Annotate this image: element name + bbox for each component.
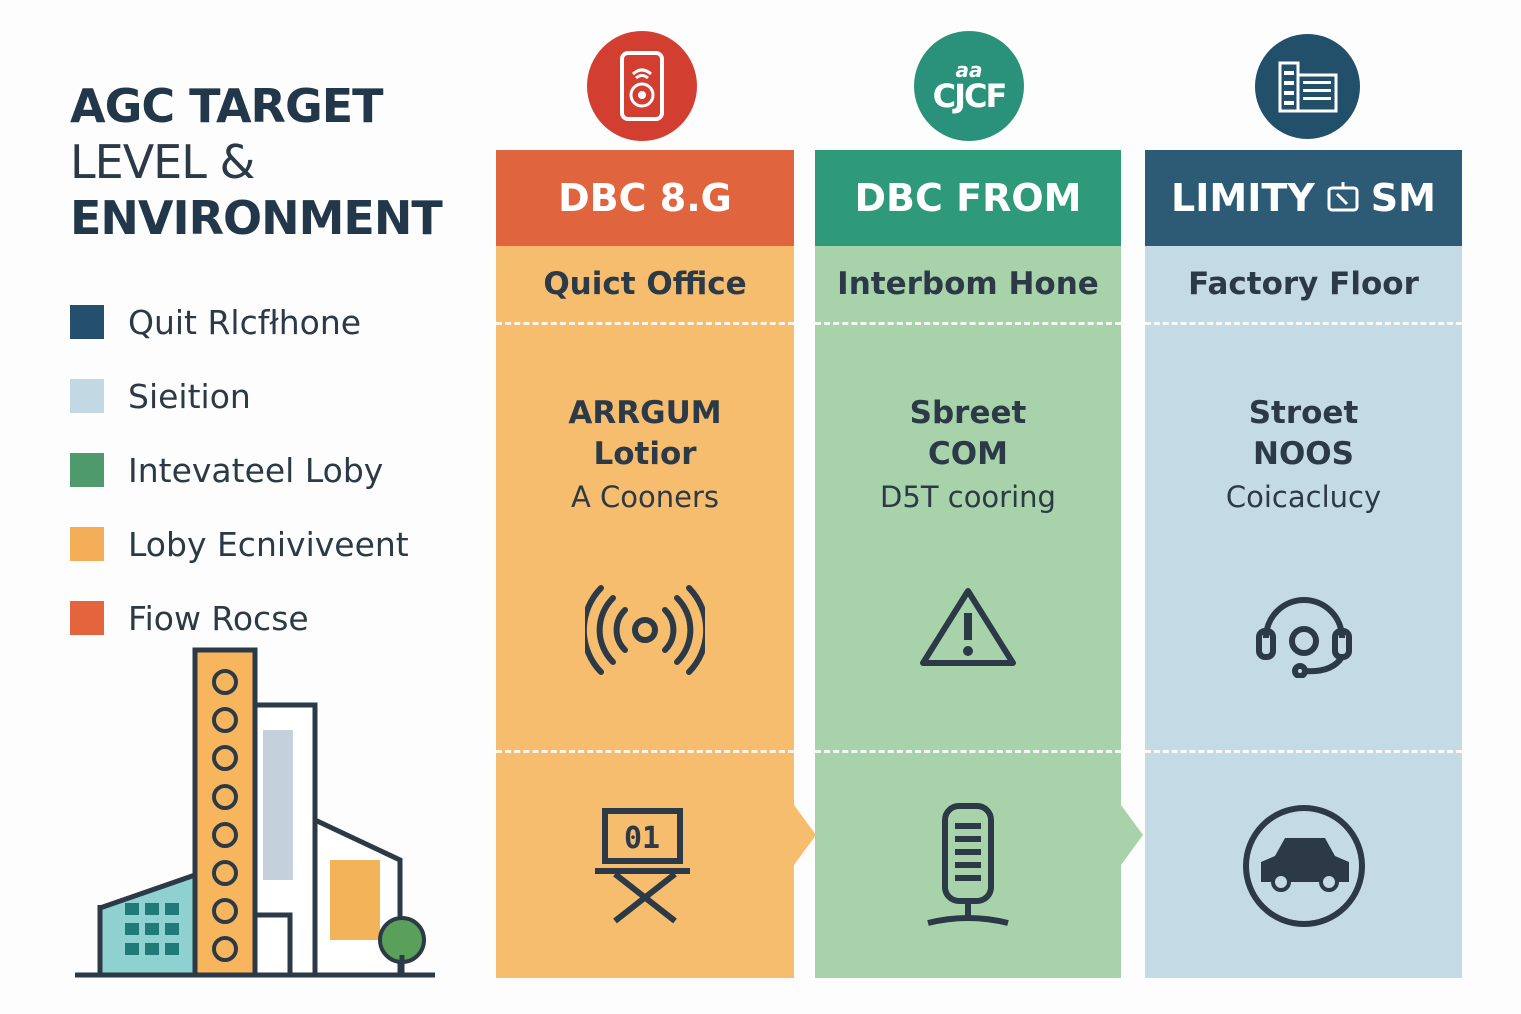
legend-label: Quit Rlcfłhone bbox=[128, 302, 362, 342]
column-interbom-hone: DBC FROM Interbom Hone Sbreet COM D5T co… bbox=[815, 150, 1121, 978]
column-factory-floor: LIMITY SM Factory Floor Stroet NOOS Coic… bbox=[1145, 150, 1462, 978]
logo-small-text: aa bbox=[955, 58, 983, 82]
column-header: DBC FROM bbox=[815, 150, 1121, 246]
legend-swatch bbox=[70, 305, 104, 339]
column-subheader: Interbom Hone bbox=[815, 246, 1121, 325]
legend: Quit Rlcfłhone Sieition Intevateel Loby … bbox=[70, 285, 409, 655]
legend-item: Sieition bbox=[70, 359, 409, 433]
legend-item: Fiow Rocse bbox=[70, 581, 409, 655]
column-subheader: Quict Office bbox=[496, 246, 794, 325]
body-line-2: COM bbox=[928, 436, 1008, 472]
title-line-2: LEVEL & bbox=[70, 135, 255, 189]
header-text: LIMITY bbox=[1171, 176, 1315, 220]
legend-swatch bbox=[70, 601, 104, 635]
title-line-1: AGC TARGET bbox=[70, 79, 384, 133]
legend-item: Quit Rlcfłhone bbox=[70, 285, 409, 359]
legend-swatch bbox=[70, 527, 104, 561]
microphone-icon bbox=[927, 802, 1009, 926]
warning-triangle-icon bbox=[920, 588, 1016, 666]
column-body: Sbreet COM D5T cooring bbox=[815, 325, 1121, 753]
legend-label: Sieition bbox=[128, 376, 251, 416]
legend-label: Intevateel Loby bbox=[128, 450, 384, 490]
headset-icon bbox=[1255, 597, 1352, 678]
column-body: Stroet NOOS Coicacluсy bbox=[1145, 325, 1462, 753]
column-header: LIMITY SM bbox=[1145, 150, 1462, 246]
legend-swatch bbox=[70, 379, 104, 413]
body-line-1: Sbreet bbox=[909, 395, 1027, 431]
column-lower: 01 bbox=[496, 753, 794, 978]
broadcast-signal-icon bbox=[585, 585, 705, 675]
car-icon bbox=[1242, 804, 1365, 927]
page-title: AGC TARGET LEVEL & ENVIRONMENT bbox=[70, 78, 443, 246]
body-line-3: D5T cooring bbox=[880, 480, 1056, 514]
header-suffix: SM bbox=[1370, 176, 1436, 220]
body-line-1: ARRGUM bbox=[568, 395, 722, 431]
column-lower bbox=[1145, 753, 1462, 978]
legend-label: Fiow Rocse bbox=[128, 598, 309, 638]
column-lower bbox=[815, 753, 1121, 978]
legend-item: Intevateel Loby bbox=[70, 433, 409, 507]
body-line-2: NOOS bbox=[1253, 436, 1354, 472]
arrow-connector bbox=[794, 805, 816, 865]
monitor-icon bbox=[1327, 182, 1359, 212]
legend-label: Loby Ecnivіveent bbox=[128, 524, 409, 564]
body-line-3: Coicacluсy bbox=[1225, 480, 1382, 514]
phone-speaker-icon bbox=[587, 31, 697, 141]
legend-swatch bbox=[70, 453, 104, 487]
body-line-2: Lotior bbox=[593, 436, 697, 472]
legend-item: Loby Ecnivіveent bbox=[70, 507, 409, 581]
building-illustration bbox=[75, 647, 435, 978]
director-chair-icon: 01 bbox=[595, 807, 690, 923]
body-line-1: Stroet bbox=[1248, 395, 1359, 431]
logo-big-text: CJCF bbox=[932, 77, 1008, 115]
arrow-connector bbox=[1121, 805, 1143, 865]
chair-label: 01 bbox=[624, 821, 660, 856]
column-quiet-office: DBC 8.G Quict Office ARRGUM Lotior A Coo… bbox=[496, 150, 794, 978]
column-body: ARRGUM Lotior A Cooners bbox=[496, 325, 794, 753]
body-line-3: A Cooners bbox=[570, 480, 720, 514]
cjcf-logo-icon: aa CJCF bbox=[914, 31, 1024, 141]
title-line-3: ENVIRONMENT bbox=[70, 191, 443, 245]
column-header: DBC 8.G bbox=[496, 150, 794, 246]
building-grid-icon bbox=[1255, 34, 1360, 139]
column-subheader: Factory Floor bbox=[1145, 246, 1462, 325]
